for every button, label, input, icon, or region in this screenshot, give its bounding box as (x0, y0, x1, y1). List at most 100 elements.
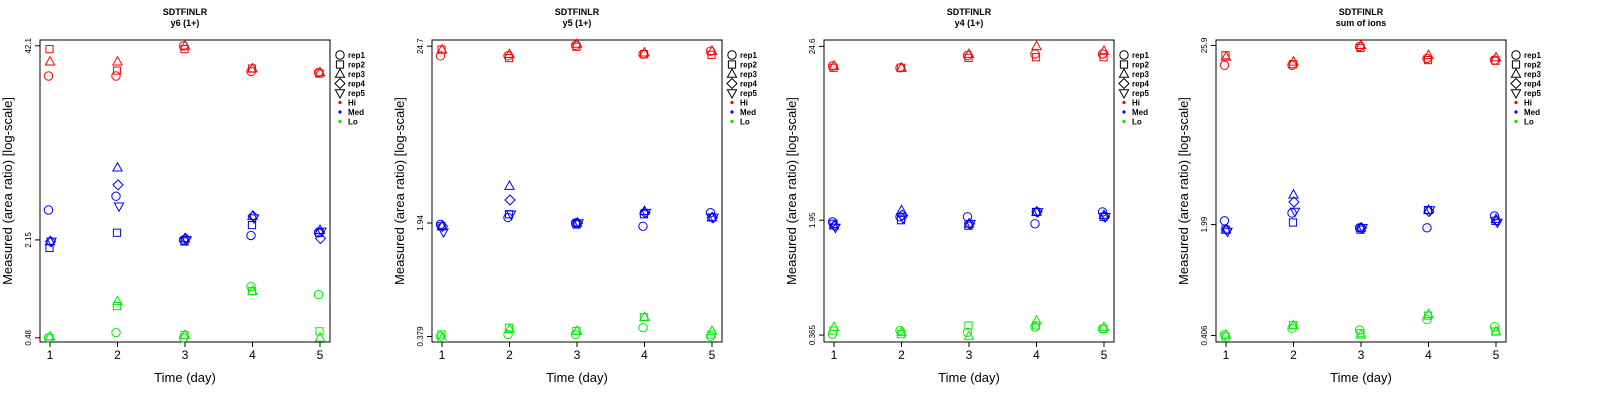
data-point (1355, 222, 1368, 234)
data-point (436, 220, 448, 231)
data-point (111, 191, 121, 201)
legend-dot (730, 110, 734, 114)
data-point (1288, 196, 1300, 208)
legend-label: rep1 (740, 51, 757, 60)
legend-label: Med (1524, 108, 1540, 117)
data-point (247, 285, 258, 296)
legend-symbol (1118, 67, 1130, 78)
x-tick-label: 4 (249, 348, 256, 362)
data-point (313, 289, 324, 300)
data-point (964, 321, 973, 330)
x-tick-label: 3 (574, 348, 581, 362)
legend-label: Lo (740, 118, 750, 127)
data-point (1489, 211, 1500, 221)
data-point (44, 55, 56, 66)
data-point (246, 281, 256, 292)
legend-label: Med (740, 108, 756, 117)
data-point (179, 39, 191, 50)
legend-dot (338, 119, 342, 124)
legend-symbol (1510, 77, 1522, 90)
x-tick-label: 2 (114, 348, 121, 362)
data-point (1492, 218, 1503, 229)
data-point (504, 180, 515, 190)
data-point (706, 211, 719, 224)
x-axis-label: Time (day) (938, 370, 1000, 385)
legend-label: rep2 (1132, 61, 1149, 70)
data-point (503, 329, 513, 340)
x-tick-label: 3 (182, 348, 189, 362)
data-point (1423, 308, 1434, 319)
data-point (1221, 51, 1230, 60)
data-point (1423, 49, 1434, 60)
legend-dot (1514, 100, 1518, 105)
plot-frame (39, 39, 331, 343)
legend-label: Hi (740, 99, 748, 108)
data-point (1100, 212, 1111, 223)
data-point (248, 214, 260, 225)
data-point (43, 71, 54, 81)
data-point (1287, 208, 1297, 218)
legend-label: rep1 (1524, 51, 1541, 60)
data-point (962, 327, 973, 338)
data-point (963, 330, 975, 340)
legend-dot (1122, 110, 1126, 114)
data-point (639, 46, 650, 57)
data-point (1098, 44, 1110, 55)
x-axis-label: Time (day) (154, 370, 216, 385)
data-point (1098, 321, 1110, 331)
x-tick-label: 3 (1358, 348, 1365, 362)
data-point (896, 61, 907, 72)
data-point (639, 206, 651, 219)
data-point (1355, 328, 1367, 339)
legend-symbol (335, 50, 345, 60)
legend-symbol (1118, 77, 1130, 90)
data-point (438, 228, 449, 239)
x-tick-label: 5 (1101, 348, 1108, 362)
data-point (571, 37, 583, 48)
data-point (1098, 211, 1111, 223)
legend-label: rep3 (740, 70, 757, 79)
legend-symbol (1510, 89, 1522, 100)
y-tick-label: 0.365 (808, 325, 817, 346)
y-axis-label: Measured (area ratio) [log-scale] (784, 97, 799, 285)
data-point (896, 326, 907, 337)
y-tick-label: 0.379 (416, 326, 425, 347)
legend-label: rep1 (348, 51, 365, 60)
data-point (179, 329, 191, 339)
legend-dot (338, 110, 342, 114)
legend-symbol (1511, 50, 1521, 60)
data-point (505, 210, 517, 221)
chart-title: SDTFINLR (947, 7, 992, 17)
legend-label: Lo (1524, 118, 1534, 127)
data-point (1490, 51, 1502, 62)
data-point (897, 214, 909, 225)
legend-dot (730, 100, 734, 105)
data-point (112, 55, 123, 66)
legend-label: rep3 (1524, 70, 1541, 79)
data-point (1099, 53, 1108, 62)
data-point (571, 324, 583, 335)
data-point (1031, 314, 1042, 325)
legend-label: rep3 (1132, 70, 1149, 79)
data-point (963, 48, 975, 58)
x-tick-label: 4 (641, 348, 648, 362)
data-point (571, 217, 584, 229)
data-point (315, 327, 324, 336)
x-tick-label: 3 (966, 348, 973, 362)
y-tick-label: 1.95 (808, 212, 817, 228)
x-tick-label: 4 (1033, 348, 1040, 362)
legend-symbol (726, 77, 738, 90)
data-point (1289, 207, 1301, 218)
legend-label: rep2 (1524, 61, 1541, 70)
data-point (573, 219, 584, 230)
legend-label: Lo (348, 118, 358, 127)
legend-label: Hi (1132, 99, 1140, 108)
data-point (436, 43, 448, 54)
legend-symbol (727, 60, 737, 69)
data-point (1031, 53, 1041, 62)
legend-symbol (335, 60, 345, 69)
legend-label: rep5 (348, 89, 365, 98)
